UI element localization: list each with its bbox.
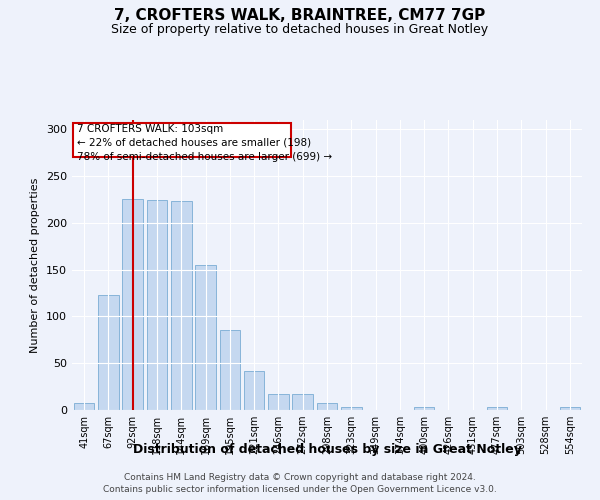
Bar	[98, 295, 119, 410]
Bar	[73, 123, 290, 158]
Text: Size of property relative to detached houses in Great Notley: Size of property relative to detached ho…	[112, 22, 488, 36]
Bar	[244, 370, 265, 410]
Bar	[74, 404, 94, 410]
Text: 7 CROFTERS WALK: 103sqm
← 22% of detached houses are smaller (198)
78% of semi-d: 7 CROFTERS WALK: 103sqm ← 22% of detache…	[77, 124, 332, 162]
Bar	[414, 407, 434, 410]
Bar	[146, 200, 167, 410]
Bar	[560, 407, 580, 410]
Bar	[171, 202, 191, 410]
Text: 7, CROFTERS WALK, BRAINTREE, CM77 7GP: 7, CROFTERS WALK, BRAINTREE, CM77 7GP	[115, 8, 485, 22]
Bar	[122, 198, 143, 410]
Text: Contains public sector information licensed under the Open Government Licence v3: Contains public sector information licen…	[103, 485, 497, 494]
Bar	[268, 394, 289, 410]
Bar	[317, 402, 337, 410]
Bar	[195, 265, 216, 410]
Text: Contains HM Land Registry data © Crown copyright and database right 2024.: Contains HM Land Registry data © Crown c…	[124, 472, 476, 482]
Bar	[487, 407, 508, 410]
Bar	[292, 394, 313, 410]
Bar	[341, 407, 362, 410]
Bar	[220, 330, 240, 410]
Y-axis label: Number of detached properties: Number of detached properties	[31, 178, 40, 352]
Text: Distribution of detached houses by size in Great Notley: Distribution of detached houses by size …	[133, 442, 521, 456]
